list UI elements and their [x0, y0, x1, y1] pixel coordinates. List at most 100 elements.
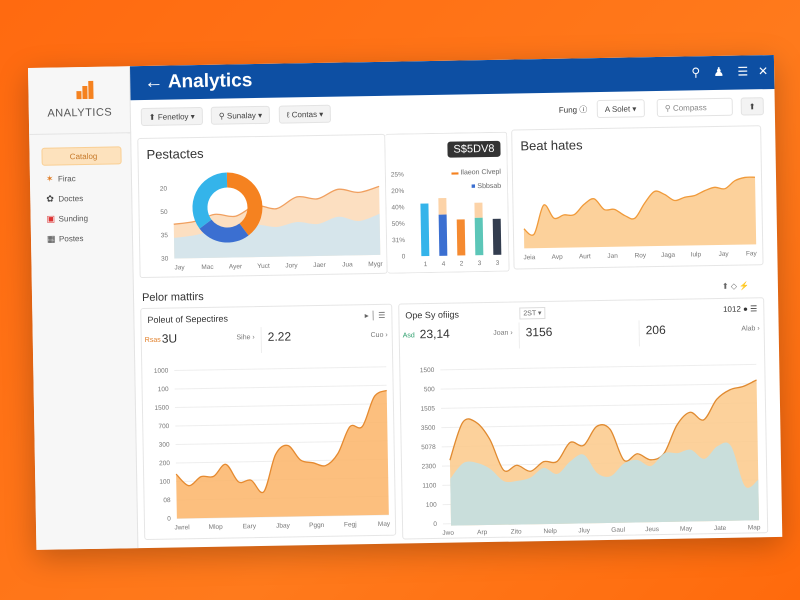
x-tick-label: 2	[460, 260, 464, 267]
title-text: Analytics	[167, 70, 253, 93]
sidebar-item-postes[interactable]: ▦ Postes	[43, 228, 123, 247]
calendar-icon: ▦	[46, 233, 56, 244]
pin-button[interactable]: ⬆	[740, 97, 764, 116]
y-tick-label: 100	[426, 502, 437, 509]
toolbar-label: Fung ⓘ	[558, 105, 588, 115]
sidebar-item-label: Postes	[58, 234, 84, 244]
sidebar-item-firac[interactable]: ✶ Firac	[42, 168, 122, 187]
x-tick-label: Jory	[285, 262, 298, 269]
y-tick-label: 50%	[392, 221, 405, 228]
x-tick-label: Jeia	[523, 254, 535, 261]
filter-button-sunalay[interactable]: ⚲ Sunalay ▾	[210, 105, 271, 125]
x-tick-label: Gaul	[611, 527, 625, 534]
x-tick-label: Arp	[477, 529, 488, 536]
back-button[interactable]: ←	[144, 71, 164, 93]
x-tick-label: Jay	[718, 251, 729, 258]
pestactes-card: Pestactes 20 50 35 30 Jay Mac Ayer Yuct Jory Jaer…	[137, 133, 388, 279]
gridline	[440, 402, 757, 409]
x-tick-label: Fay	[746, 250, 758, 257]
y-tick-label: 1505	[420, 405, 435, 412]
brand-name: ANALYTICS	[47, 106, 113, 120]
y-tick-label: 25%	[391, 171, 404, 178]
bar-stack	[438, 197, 447, 215]
filter-button-fenetloy[interactable]: ⬆ Fenetloy ▾	[140, 106, 203, 127]
filter-button-contas[interactable]: ℓ Contas ▾	[278, 104, 332, 124]
menu-icon[interactable]: ☰	[737, 64, 749, 79]
sidebar: ANALYTICS Catalog ✶ Firac ✿ Doctes ▣ Sundin…	[28, 66, 139, 550]
y-tick-label: 1500	[420, 367, 435, 374]
x-tick-label: Iulp	[691, 251, 702, 258]
section-title: Pelor mattirs	[141, 290, 204, 305]
area-fill	[176, 390, 389, 519]
sidebar-item-label: Sunding	[58, 213, 89, 224]
bar-chart: 25% 20% 40% 50% 31% 0 1 4 2 3 3	[391, 171, 502, 268]
y-tick-label: 100	[158, 386, 169, 393]
x-tick-label: Jeus	[645, 526, 660, 533]
y-tick-label: 20%	[391, 188, 404, 195]
y-tick-label: 20	[160, 186, 168, 193]
beat-hates-card: Beat hates Jeia Avp Aurt Jan Roy Jaga Iulp Jay F…	[511, 125, 764, 270]
gridline	[174, 403, 387, 408]
bar-card: S$5DV8 ▬ Ilaeon Clvepl ■ Sbbsab 25% 20% 40…	[385, 131, 510, 274]
globe-icon: ✿	[46, 193, 54, 204]
dashboard-window: ANALYTICS Catalog ✶ Firac ✿ Doctes ▣ Sundin…	[28, 54, 783, 550]
x-tick-label: Jwo	[442, 530, 454, 537]
ope-chart: 1500 500 1505 3500 5078 2300 1100 100 0 Jwo Arp Zit…	[420, 363, 761, 537]
filter-icon: ℓ	[286, 110, 290, 120]
donut-slice	[199, 219, 249, 243]
gridline	[174, 366, 387, 371]
x-tick-label: May	[680, 525, 693, 532]
filter-label: Fenetloy	[157, 112, 189, 122]
sidebar-item-sunding[interactable]: ▣ Sunding	[42, 208, 122, 227]
user-icon[interactable]: ♟	[713, 64, 725, 80]
divider	[29, 132, 132, 135]
x-tick-label: Jate	[714, 525, 727, 532]
filter-icon: ⬆	[148, 112, 156, 122]
x-tick-label: Zito	[511, 528, 522, 535]
x-tick-label: Jbay	[276, 522, 291, 529]
x-tick-label: Jan	[607, 253, 618, 260]
select-dropdown[interactable]: A Solet ▾	[596, 99, 645, 119]
y-tick-label: 30	[161, 256, 169, 263]
y-tick-label: 31%	[392, 237, 405, 244]
sidebar-item-label: Firac	[57, 174, 76, 184]
x-tick-label: Avp	[552, 254, 564, 261]
x-tick-label: 4	[442, 261, 446, 268]
y-tick-label: 300	[159, 442, 170, 449]
close-icon[interactable]: ✕	[757, 64, 769, 79]
bar	[492, 218, 502, 255]
search-input[interactable]: ⚲ Compass	[656, 97, 733, 118]
pestactes-chart: 20 50 35 30 Jay Mac Ayer Yuct Jory Jaer Jua Mygr	[160, 172, 384, 271]
star-icon: ✶	[45, 173, 54, 184]
y-tick-label: 700	[158, 423, 169, 430]
bar	[474, 217, 484, 256]
y-tick-label: 50	[160, 209, 168, 216]
x-tick-label: 1	[424, 261, 428, 268]
y-tick-label: 1500	[154, 405, 169, 412]
bar	[420, 203, 430, 257]
section-actions[interactable]: ⬆ ◇ ⚡	[721, 281, 750, 291]
x-tick-label: Jluy	[578, 527, 590, 534]
x-tick-label: Mlop	[209, 524, 224, 531]
search-icon[interactable]: ⚲	[691, 65, 701, 80]
x-tick-label: 3	[496, 260, 500, 267]
sidebar-item-catalog[interactable]: Catalog	[41, 146, 122, 166]
sidebar-item-doctes[interactable]: ✿ Doctes	[42, 188, 122, 207]
donut-slice	[192, 172, 228, 229]
series-line	[175, 389, 387, 494]
gridline	[440, 383, 757, 390]
sidebar-item-label: Catalog	[69, 151, 98, 162]
area-fill	[173, 213, 381, 259]
area-fill	[450, 442, 760, 526]
beat-hates-chart: Jeia Avp Aurt Jan Roy Jaga Iulp Jay Fay	[523, 176, 758, 261]
x-tick-label: May	[378, 521, 391, 528]
x-tick-label: Eary	[243, 523, 257, 530]
y-tick-label: 1100	[422, 482, 436, 489]
search-placeholder: Compass	[672, 103, 707, 113]
x-tick-label: Aurt	[579, 253, 591, 260]
ope-card: Ope Sy ofiigs 2ST ▾ 1012 ● ☰ Asd 23,14 Joa…	[398, 297, 769, 540]
filter-label: Sunalay	[226, 111, 256, 121]
gridline	[174, 384, 387, 390]
y-tick-label: 0	[433, 521, 437, 528]
y-tick-label: 08	[163, 497, 171, 504]
